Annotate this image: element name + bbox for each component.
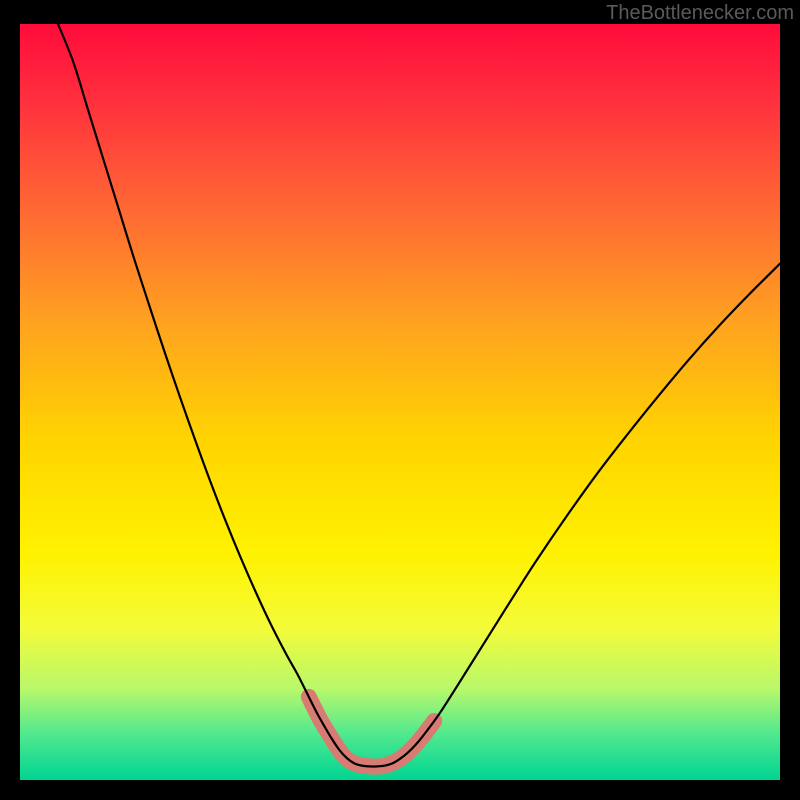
chart-svg [0, 0, 800, 800]
frame-right [780, 0, 800, 800]
plot-background [20, 24, 780, 780]
bottleneck-chart-canvas: TheBottlenecker.com [0, 0, 800, 800]
frame-left [0, 0, 20, 800]
frame-bottom [0, 780, 800, 800]
watermark-text: TheBottlenecker.com [606, 2, 794, 25]
